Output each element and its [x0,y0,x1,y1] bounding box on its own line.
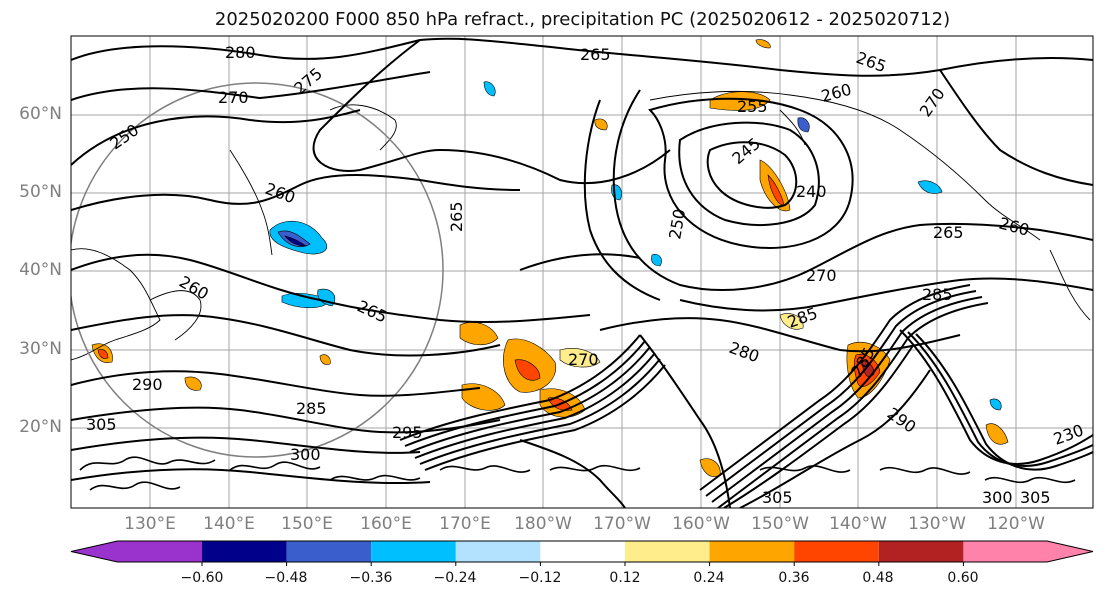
lon-label: 160°W [672,514,730,534]
contour-label: 265 [854,48,889,76]
colorbar-box [794,541,879,562]
colorbar-tick-label: −0.12 [518,570,562,586]
lon-label: 170°E [439,514,491,534]
contour-label: 265 [447,201,466,232]
contour-label: 280 [225,43,256,62]
contour-label: 265 [354,296,390,326]
lat-label: 20°N [19,417,62,437]
contour-label: 285 [296,399,327,418]
contour-label: 245 [728,134,764,168]
colorbar [70,540,1094,563]
range-circle [71,82,444,458]
contour-label: 290 [132,375,163,394]
lon-label: 140°W [829,514,887,534]
lon-label: 160°E [360,514,412,534]
colorbar-extend-right [1047,541,1093,562]
colorbar-box [625,541,710,562]
coastlines [71,90,1091,361]
contour-label: 250 [665,207,689,240]
colorbar-box [540,541,625,562]
contour-label: 305 [86,415,117,434]
lon-label: 180°W [514,514,572,534]
contour-label: 300 [290,445,321,464]
lat-label: 40°N [19,260,62,280]
lon-label: 150°W [751,514,809,534]
colorbar-tick-label: −0.48 [264,570,308,586]
colorbar-box [371,541,456,562]
colorbar-box [202,541,287,562]
colorbar-box [117,541,202,562]
colorbar-box [963,541,1047,562]
colorbar-box [878,541,964,562]
colorbar-ticks [201,562,964,566]
contour-label: 240 [796,182,827,201]
contour-label: 270 [218,88,249,107]
lon-label: 130°E [124,514,176,534]
colorbar-tick-label: −0.60 [180,570,224,586]
colorbar-tick-label: 0.12 [609,570,641,586]
precip-shading [91,39,1009,477]
colorbar-tick-label: −0.24 [433,570,477,586]
colorbar-outline [70,540,1094,563]
contour-label: 260 [819,80,853,106]
contour-label: 290 [884,404,920,437]
lon-label: 170°W [593,514,651,534]
contour-label: 260 [176,272,212,304]
contour-label: 265 [933,223,964,242]
lat-label: 30°N [19,339,62,359]
contour-label: 260 [997,214,1031,240]
contour-label: 270 [568,350,599,369]
colorbar-tick-label: 0.60 [947,570,979,586]
lon-label: 150°E [281,514,333,534]
tropical-contours [79,456,1076,491]
lat-label: 50°N [19,182,62,202]
front-contours [399,284,1093,508]
colorbar-box [709,541,795,562]
contour-label: 230 [1051,420,1086,448]
contour-label: 260 [263,179,298,207]
contour-label: 300 [982,488,1013,507]
colorbar-box [455,541,541,562]
contour-label: 285 [785,303,820,331]
refractivity-contours [71,37,1093,485]
colorbar-tick-label: −0.36 [349,570,393,586]
contour-label: 295 [392,423,423,442]
lon-label: 120°W [987,514,1045,534]
lon-label: 140°E [203,514,255,534]
contour-label: 285 [922,285,953,304]
colorbar-tick-label: 0.24 [693,570,725,586]
colorbar-tick-label: 0.36 [778,570,810,586]
contour-label: 280 [727,338,762,366]
colorbar-box [286,541,372,562]
contour-label: 305 [762,488,793,507]
lat-label: 60°N [19,104,62,124]
contour-label: 305 [1020,488,1051,507]
map-title: 2025020200 F000 850 hPa refract., precip… [214,9,951,30]
contour-label: 265 [580,45,611,64]
lon-label: 130°W [908,514,966,534]
contour-label: 255 [737,97,768,116]
colorbar-tick-label: 0.48 [862,570,894,586]
colorbar-extend-left [71,541,118,562]
map-frame [70,35,1094,509]
contour-label: 270 [806,266,837,285]
